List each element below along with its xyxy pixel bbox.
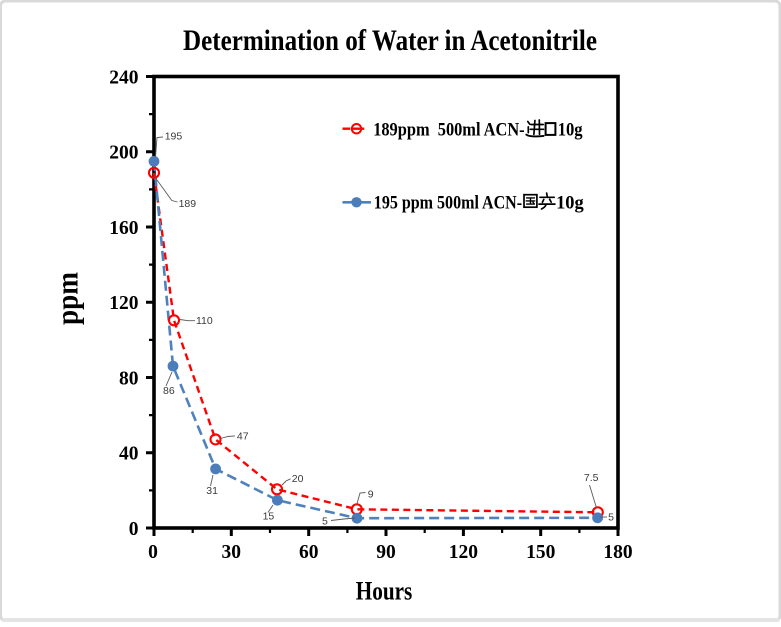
svg-text:120: 120: [109, 293, 138, 314]
svg-text:86: 86: [163, 385, 175, 397]
svg-text:60: 60: [299, 542, 319, 563]
svg-text:Determination of Water in Acet: Determination of Water in Acetonitrile: [183, 24, 597, 57]
svg-text:10g: 10g: [558, 120, 584, 140]
svg-text:ppm: ppm: [51, 272, 85, 325]
svg-text:10g: 10g: [556, 194, 584, 214]
svg-text:120: 120: [449, 542, 478, 563]
svg-text:9: 9: [368, 489, 374, 501]
svg-text:189ppm 500ml ACN-: 189ppm 500ml ACN-: [373, 120, 524, 140]
svg-text:20: 20: [292, 473, 304, 485]
svg-text:30: 30: [222, 542, 242, 563]
svg-text:5: 5: [608, 512, 614, 524]
svg-text:150: 150: [526, 542, 555, 563]
svg-text:31: 31: [206, 485, 218, 497]
svg-text:110: 110: [196, 315, 213, 327]
svg-text:200: 200: [109, 143, 138, 164]
svg-text:189: 189: [179, 198, 197, 210]
svg-text:7.5: 7.5: [584, 472, 599, 484]
svg-text:Hours: Hours: [356, 577, 413, 606]
svg-text:80: 80: [119, 368, 139, 389]
svg-text:0: 0: [129, 519, 139, 540]
svg-text:90: 90: [376, 542, 396, 563]
svg-text:40: 40: [119, 444, 139, 465]
svg-text:160: 160: [109, 218, 138, 239]
svg-text:47: 47: [237, 431, 249, 443]
svg-text:15: 15: [263, 510, 275, 522]
svg-text:180: 180: [603, 542, 632, 563]
svg-text:195: 195: [165, 131, 183, 143]
svg-text:240: 240: [109, 67, 138, 88]
svg-text:195 ppm 500ml ACN-: 195 ppm 500ml ACN-: [374, 194, 522, 214]
svg-text:0: 0: [148, 542, 158, 563]
svg-text:5: 5: [322, 516, 328, 528]
